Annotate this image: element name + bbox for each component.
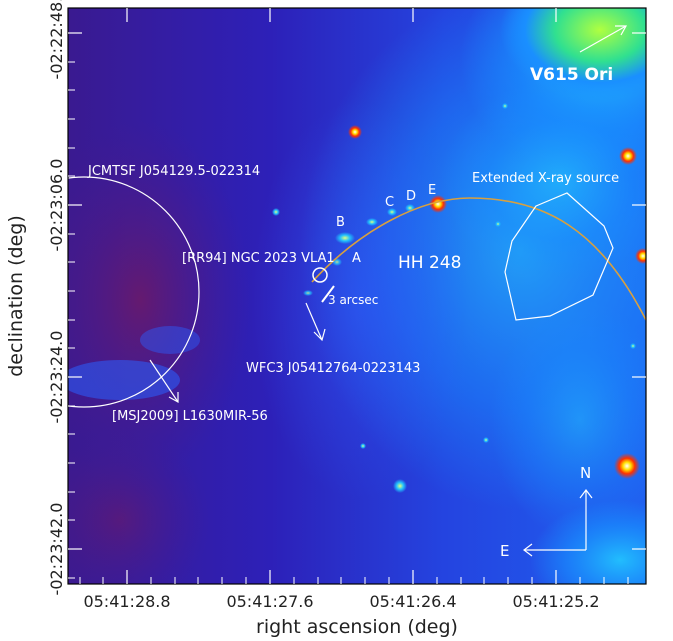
v615-arrow	[579, 25, 628, 53]
label-knot-c: C	[385, 195, 394, 210]
label-knot-e: E	[428, 183, 436, 198]
label-extended-xray: Extended X-ray source	[472, 171, 619, 186]
y-tick-label: -02:23:24.0	[47, 331, 66, 424]
x-tick-labels: 05:41:28.8 05:41:27.6 05:41:26.4 05:41:2…	[83, 592, 599, 611]
axes-frame	[67, 7, 647, 585]
label-v615-ori: V615 Ori	[530, 65, 613, 85]
y-tick-label: -02:23:06.0	[47, 159, 66, 252]
wfc3-arrow	[305, 302, 326, 342]
compass-east-label: E	[500, 542, 509, 560]
x-tick-label: 05:41:28.8	[83, 592, 170, 611]
extended-xray-polygon	[504, 192, 614, 321]
label-rr94-vla1: [RR94] NGC 2023 VLA1	[182, 251, 335, 266]
y-tick-labels: -02:22:48.0 -02:23:06.0 -02:23:24.0 -02:…	[47, 0, 66, 595]
x-axis-title: right ascension (deg)	[256, 616, 458, 638]
label-knot-a: A	[352, 251, 361, 266]
y-tick-label: -02:22:48.0	[47, 0, 66, 79]
image-panel	[68, 8, 646, 584]
x-tick-label: 05:41:25.2	[512, 592, 599, 611]
vla1-marker-circle	[312, 267, 328, 283]
jcmtsf-source-circle	[0, 176, 200, 408]
label-msj2009: [MSJ2009] L1630MIR-56	[112, 409, 268, 424]
msj2009-arrow	[149, 359, 179, 404]
label-hh248: HH 248	[398, 253, 461, 273]
label-wfc3: WFC3 J05412764-0223143	[246, 361, 420, 376]
compass: N E	[500, 464, 593, 560]
y-tick-label: -02:23:42.0	[47, 503, 66, 596]
label-jcmtsf: JCMTSF J054129.5-022314	[87, 164, 260, 179]
label-knot-d: D	[406, 189, 416, 204]
label-3-arcsec: 3 arcsec	[328, 293, 378, 307]
compass-north-label: N	[580, 464, 591, 482]
x-tick-label: 05:41:26.4	[369, 592, 456, 611]
label-knot-b: B	[336, 215, 345, 230]
scale-bar	[321, 285, 335, 303]
overlays: N E V615 Ori JCMTSF J054129.5-022314 Ext…	[0, 25, 647, 560]
y-axis-title: declination (deg)	[5, 215, 27, 377]
x-tick-label: 05:41:27.6	[226, 592, 313, 611]
hh248-bow-arc	[311, 197, 647, 321]
